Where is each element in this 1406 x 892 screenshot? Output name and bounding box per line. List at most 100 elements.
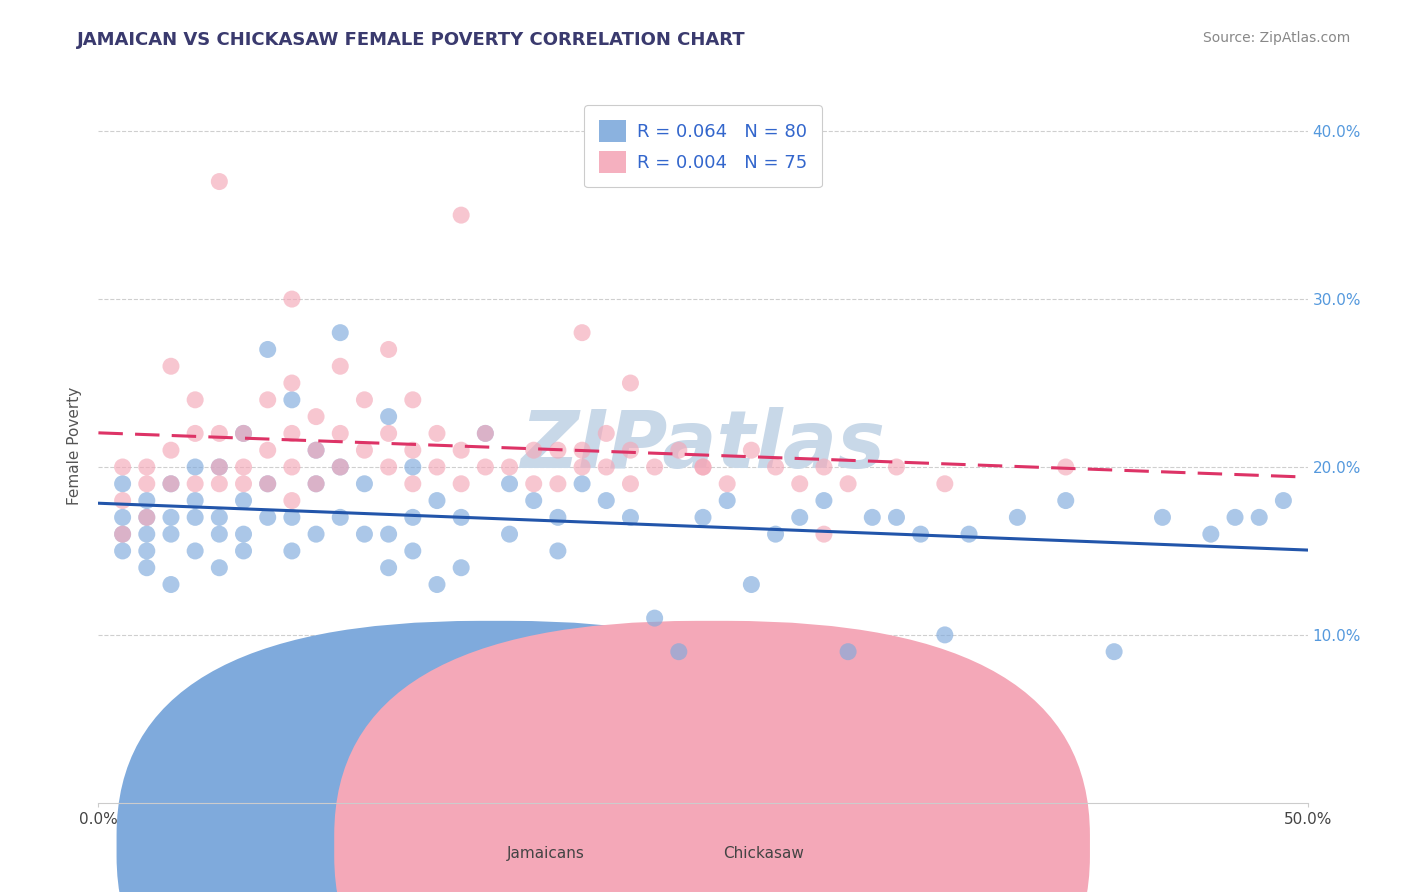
FancyBboxPatch shape <box>335 621 1090 892</box>
Point <box>1102 645 1125 659</box>
Point <box>740 577 762 591</box>
Point <box>184 476 207 491</box>
Point <box>692 510 714 524</box>
Point <box>353 527 375 541</box>
Point <box>1054 493 1077 508</box>
Text: Jamaicans: Jamaicans <box>508 846 585 861</box>
Point <box>619 510 641 524</box>
Point <box>305 476 328 491</box>
Point <box>740 443 762 458</box>
Point <box>329 510 352 524</box>
Point <box>305 443 328 458</box>
Point <box>619 476 641 491</box>
Point <box>208 460 231 475</box>
Point <box>135 460 157 475</box>
Point <box>1054 460 1077 475</box>
Point <box>595 460 617 475</box>
Point <box>377 460 399 475</box>
Point <box>281 493 304 508</box>
Point <box>232 476 254 491</box>
Point <box>111 493 134 508</box>
Point <box>450 208 472 222</box>
Point <box>402 460 425 475</box>
Point <box>498 476 520 491</box>
Text: ZIPatlas: ZIPatlas <box>520 407 886 485</box>
Point <box>813 527 835 541</box>
Point <box>426 426 449 441</box>
Point <box>111 476 134 491</box>
Point <box>668 443 690 458</box>
Point <box>111 527 134 541</box>
Point <box>208 527 231 541</box>
Point <box>305 409 328 424</box>
Point <box>765 527 787 541</box>
Point <box>402 392 425 407</box>
Point <box>474 460 496 475</box>
Point <box>208 510 231 524</box>
Point <box>377 343 399 357</box>
Point <box>571 476 593 491</box>
Point <box>353 392 375 407</box>
Point <box>160 359 183 374</box>
Point <box>402 544 425 558</box>
Point <box>377 409 399 424</box>
Point <box>474 426 496 441</box>
Point <box>184 392 207 407</box>
Point <box>402 443 425 458</box>
Point <box>886 460 908 475</box>
Point <box>402 510 425 524</box>
Point <box>160 510 183 524</box>
Point <box>1152 510 1174 524</box>
Point <box>256 443 278 458</box>
Point <box>377 560 399 574</box>
Point <box>1199 527 1222 541</box>
Point <box>305 476 328 491</box>
Point <box>281 426 304 441</box>
Point <box>208 560 231 574</box>
Text: Source: ZipAtlas.com: Source: ZipAtlas.com <box>1202 31 1350 45</box>
Point <box>450 476 472 491</box>
Point <box>135 493 157 508</box>
Point <box>135 510 157 524</box>
Point <box>111 460 134 475</box>
Point <box>232 493 254 508</box>
Point <box>668 645 690 659</box>
Point <box>377 527 399 541</box>
Point <box>450 510 472 524</box>
Point <box>256 510 278 524</box>
Point <box>837 645 859 659</box>
Point <box>402 476 425 491</box>
Point <box>571 326 593 340</box>
Point <box>281 392 304 407</box>
Point <box>160 476 183 491</box>
Point <box>256 392 278 407</box>
Point <box>692 460 714 475</box>
Point <box>789 476 811 491</box>
Point <box>547 476 569 491</box>
Point <box>184 426 207 441</box>
Point <box>256 476 278 491</box>
Point <box>957 527 980 541</box>
Point <box>305 527 328 541</box>
Point <box>353 443 375 458</box>
Point <box>765 460 787 475</box>
Point <box>547 443 569 458</box>
Point <box>644 460 666 475</box>
Point <box>450 560 472 574</box>
Point <box>523 476 546 491</box>
Point <box>813 460 835 475</box>
Point <box>329 426 352 441</box>
Point <box>135 527 157 541</box>
Point <box>281 292 304 306</box>
Point <box>547 510 569 524</box>
Point <box>184 460 207 475</box>
Point <box>1272 493 1295 508</box>
Point <box>1007 510 1029 524</box>
Point <box>474 426 496 441</box>
Point <box>135 544 157 558</box>
Point <box>523 443 546 458</box>
Point <box>281 544 304 558</box>
Point <box>329 359 352 374</box>
Point <box>450 443 472 458</box>
Point <box>426 460 449 475</box>
